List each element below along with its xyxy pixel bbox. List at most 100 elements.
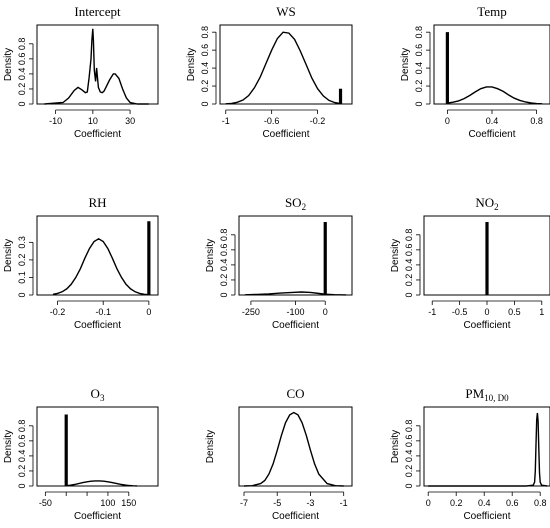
y-tick-label: 0.8 — [414, 26, 424, 39]
x-tick-label: -1 — [340, 498, 348, 508]
y-tick-label: 0 — [404, 292, 414, 297]
x-tick-label: 0.4 — [486, 116, 499, 126]
y-tick-label: 0.4 — [200, 62, 210, 75]
x-tick-label: 0 — [426, 498, 431, 508]
y-tick-label: 0.8 — [404, 420, 414, 433]
x-tick-label: -0.2 — [50, 307, 66, 317]
x-tick-label: -0.5 — [452, 307, 468, 317]
y-tick-label: 0.1 — [17, 271, 27, 284]
panel-8: PM10, D0 0 0.2 0.4 0.6 0.8 Coefficient 0 0.2 0.4 0… — [390, 386, 550, 522]
panel-5: NO2 -1 -0.5 0 0.5 1 Coefficient 0 0.2 0.4 0.6 0.8De… — [390, 195, 550, 331]
y-tick-label: 0.6 — [219, 244, 229, 257]
y-tick-label: 0.4 — [17, 68, 27, 81]
y-axis-label: Density — [3, 48, 14, 81]
y-tick-label: 0.4 — [404, 259, 414, 272]
y-tick-label: 0.8 — [219, 229, 229, 242]
x-tick-label: 30 — [125, 116, 135, 126]
x-tick-label: -50 — [39, 498, 52, 508]
plot-frame — [423, 406, 550, 487]
x-tick-label: 0 — [146, 307, 151, 317]
x-tick-label: 0.6 — [506, 498, 519, 508]
y-axis-label: Density — [3, 430, 14, 463]
x-tick-label: 0.8 — [530, 116, 543, 126]
y-tick-label: 0 — [17, 101, 27, 106]
x-tick-label: 0 — [323, 307, 328, 317]
x-axis-label: Coefficient — [272, 320, 319, 331]
x-tick-label: 0.8 — [534, 498, 547, 508]
y-tick-label: 0.8 — [404, 229, 414, 242]
plot-frame — [36, 215, 159, 296]
panel-title: NO2 — [475, 195, 498, 212]
x-tick-label: -0.6 — [264, 116, 280, 126]
y-axis-label: Density — [186, 48, 197, 81]
density-curve — [44, 28, 149, 105]
x-axis-label: Coefficient — [262, 129, 309, 140]
y-tick-label: 0.4 — [219, 259, 229, 272]
y-axis-label: Density — [390, 239, 401, 272]
x-tick-label: -0.1 — [95, 307, 111, 317]
y-tick-label: 0 — [404, 483, 414, 488]
x-tick-label: 0 — [484, 307, 489, 317]
y-tick-label: 0.2 — [17, 83, 27, 96]
panel-title: PM10, D0 — [465, 386, 509, 403]
x-tick-label: 150 — [121, 498, 136, 508]
y-tick-label: 0.2 — [414, 80, 424, 93]
x-tick-label: 0.2 — [450, 498, 463, 508]
x-tick-label: -3 — [306, 498, 314, 508]
x-tick-label: -100 — [286, 307, 304, 317]
density-curve — [243, 411, 344, 487]
x-tick-label: 1 — [539, 307, 544, 317]
panel-title: WS — [276, 4, 296, 19]
y-tick-label: 0.6 — [200, 44, 210, 57]
y-tick-label: 0.2 — [17, 254, 27, 267]
panel-title: Temp — [477, 4, 506, 19]
density-curve — [428, 412, 548, 487]
x-axis-label: Coefficient — [463, 320, 510, 331]
x-axis-label: Coefficient — [463, 511, 510, 522]
y-axis-label: Density — [400, 48, 411, 81]
x-axis-label: Coefficient — [272, 511, 319, 522]
panel-0: Intercept -10 10 30 Coefficient 0 0.2 0.4 0.6 0.8… — [3, 4, 159, 140]
x-tick-label: -1 — [222, 116, 230, 126]
panel-4: SO2 -250 -100 0 Coefficient 0 0.2 0.4 0.6 0.8Dens… — [205, 195, 353, 331]
y-tick-label: 0.4 — [404, 450, 414, 463]
y-tick-label: 0.2 — [404, 465, 414, 478]
panel-title: Intercept — [74, 4, 121, 19]
y-tick-label: 0.4 — [17, 450, 27, 463]
x-tick-label: 100 — [100, 498, 115, 508]
y-tick-label: 0.4 — [414, 62, 424, 75]
x-tick-label: 0.5 — [508, 307, 521, 317]
panel-title: CO — [286, 386, 304, 401]
y-tick-label: 0 — [17, 292, 27, 297]
y-axis-label: Density — [205, 430, 216, 463]
y-tick-label: 0 — [200, 101, 210, 106]
y-tick-label: 0.2 — [17, 465, 27, 478]
density-curve — [244, 291, 347, 296]
x-axis-label: Coefficient — [74, 511, 121, 522]
density-curve — [447, 86, 543, 105]
y-tick-label: 0.2 — [200, 80, 210, 93]
plot-frame — [433, 24, 550, 105]
x-tick-label: -1 — [428, 307, 436, 317]
panel-7: CO -7 -5 -3 -1 Coefficient Density — [205, 386, 353, 522]
x-tick-label: 0 — [445, 116, 450, 126]
x-axis-label: Coefficient — [468, 129, 515, 140]
y-tick-label: 0.8 — [17, 38, 27, 51]
density-curve — [225, 31, 341, 105]
density-curve — [66, 480, 138, 487]
y-axis-label: Density — [390, 430, 401, 463]
plot-frame — [36, 406, 159, 487]
panel-title: O3 — [91, 386, 105, 403]
y-tick-label: 0.6 — [404, 244, 414, 257]
y-tick-label: 0.2 — [219, 274, 229, 287]
x-axis-label: Coefficient — [74, 129, 121, 140]
y-tick-label: 0 — [414, 101, 424, 106]
y-tick-label: 0.3 — [17, 236, 27, 249]
x-tick-label: -7 — [240, 498, 248, 508]
plot-frame — [219, 24, 353, 105]
panel-title: RH — [88, 195, 106, 210]
y-tick-label: 0.8 — [17, 420, 27, 433]
y-axis-label: Density — [3, 239, 14, 272]
